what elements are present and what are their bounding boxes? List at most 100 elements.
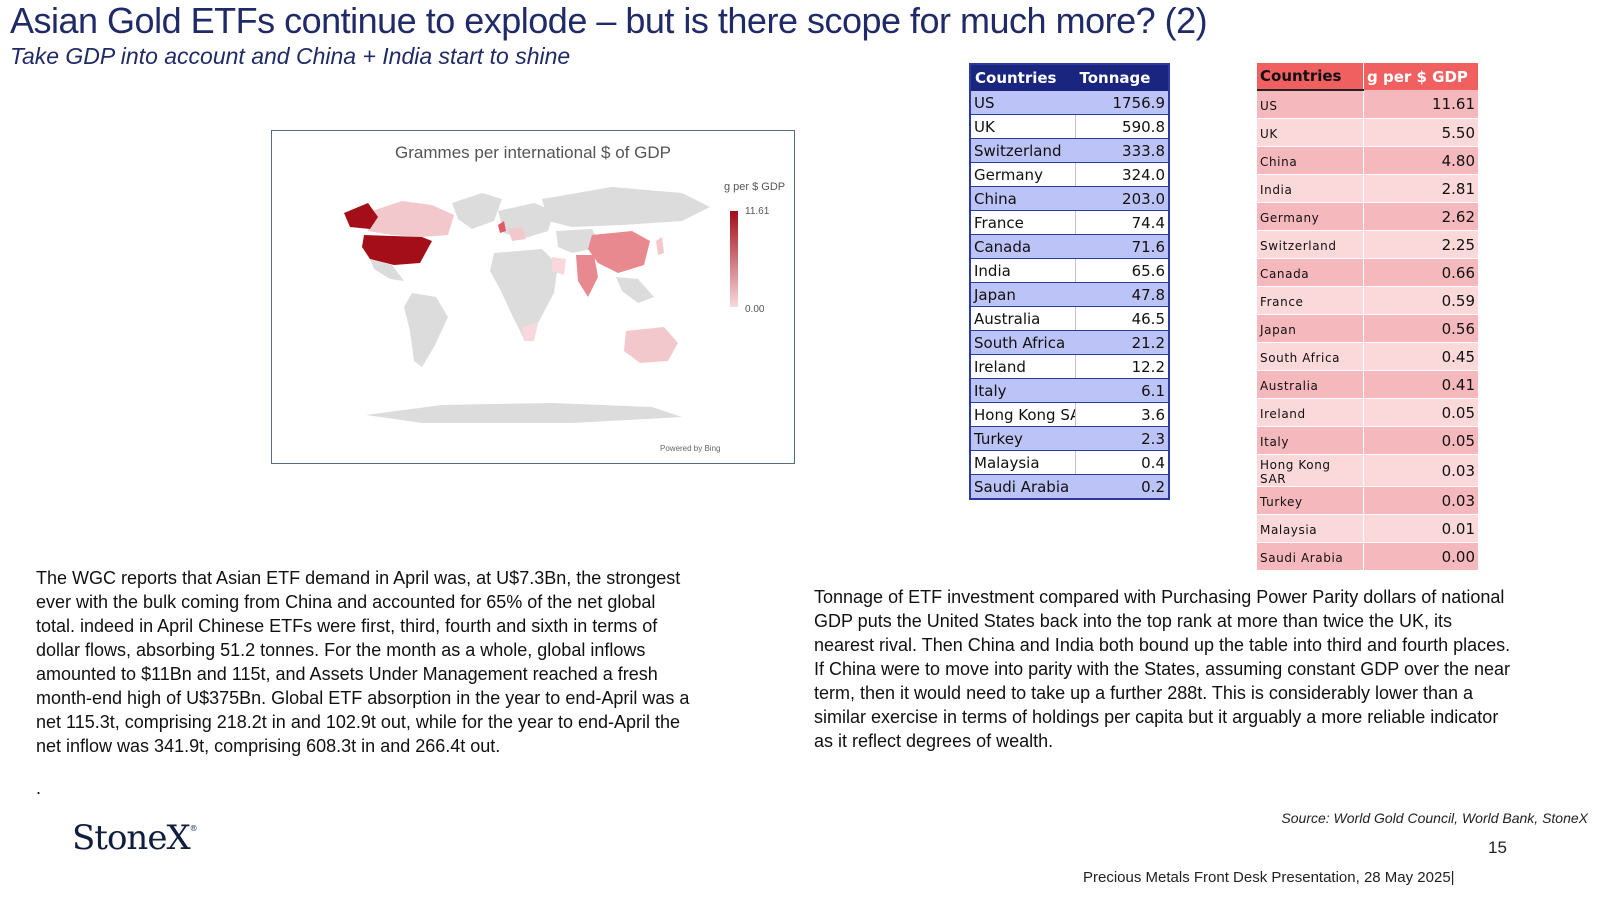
- stonex-logo-text: StoneX: [72, 818, 191, 858]
- map-country-japan: [656, 237, 664, 255]
- left-commentary: The WGC reports that Asian ETF demand in…: [36, 568, 690, 756]
- tonnage-table-value-cell: 71.6: [1075, 234, 1169, 259]
- tonnage-table-row: Germany 324.0: [970, 162, 1169, 187]
- map-land-mexico: [370, 259, 404, 281]
- tonnage-table-value-cell: 65.6: [1075, 258, 1169, 283]
- gdp-table-row: Saudi Arabia 0.00: [1257, 542, 1478, 571]
- map-land-africa: [490, 249, 558, 339]
- gdp-table-row: Canada 0.66: [1257, 258, 1478, 287]
- tonnage-table-country-cell: France: [970, 210, 1076, 235]
- tonnage-table-value-cell: 590.8: [1075, 114, 1169, 139]
- gdp-table-header-value: g per $ GDP: [1363, 63, 1478, 90]
- gdp-table-value-cell: 11.61: [1363, 90, 1478, 119]
- gdp-table-value-cell: 0.03: [1363, 486, 1478, 515]
- gdp-table-value-cell: 0.01: [1363, 514, 1478, 543]
- map-legend-min: 0.00: [745, 304, 765, 315]
- gdp-table-row: South Africa 0.45: [1257, 342, 1478, 371]
- gdp-table-value-cell: 0.45: [1363, 342, 1478, 371]
- page-number: 15: [1488, 838, 1507, 857]
- tonnage-table-country-cell: UK: [970, 114, 1076, 139]
- gdp-table-country-cell: Japan: [1257, 314, 1364, 343]
- map-country-saudi: [552, 257, 566, 275]
- slide-subtitle: Take GDP into account and China + India …: [10, 43, 571, 69]
- stonex-logo: StoneX®: [72, 818, 198, 858]
- map-land-southeast-asia: [616, 277, 654, 303]
- tonnage-table-row: Japan 47.8: [970, 282, 1169, 307]
- gdp-table-row: Germany 2.62: [1257, 202, 1478, 231]
- gdp-table-value-cell: 0.00: [1363, 542, 1478, 571]
- stonex-logo-mark: ®: [189, 824, 198, 833]
- gdp-table-value-cell: 0.41: [1363, 370, 1478, 399]
- tonnage-table-value-cell: 21.2: [1075, 330, 1169, 355]
- tonnage-table-row: Hong Kong SA 3.6: [970, 402, 1169, 427]
- tonnage-table-country-cell: South Africa: [970, 330, 1076, 355]
- map-country-us: [362, 235, 432, 265]
- presentation-footer: Precious Metals Front Desk Presentation,…: [1083, 869, 1455, 886]
- map-country-uk: [498, 221, 506, 233]
- gdp-table-country-cell: Canada: [1257, 258, 1364, 287]
- gdp-table-country-cell: UK: [1257, 118, 1364, 147]
- gdp-table-country-cell: US: [1257, 90, 1364, 119]
- tonnage-table-row: UK 590.8: [970, 114, 1169, 139]
- map-country-alaska: [344, 203, 378, 229]
- source-note: Source: World Gold Council, World Bank, …: [1281, 810, 1588, 826]
- tonnage-table-value-cell: 0.2: [1075, 474, 1169, 500]
- tonnage-table-row: Australia 46.5: [970, 306, 1169, 331]
- gdp-table-value-cell: 4.80: [1363, 146, 1478, 175]
- gdp-table-row: Japan 0.56: [1257, 314, 1478, 343]
- tonnage-table-row: China 203.0: [970, 186, 1169, 211]
- gdp-table-row: Turkey 0.03: [1257, 486, 1478, 515]
- tonnage-table-value-cell: 12.2: [1075, 354, 1169, 379]
- gdp-table-row: India 2.81: [1257, 174, 1478, 203]
- gdp-table-country-cell: Germany: [1257, 202, 1364, 231]
- gdp-table-country-cell: Malaysia: [1257, 514, 1364, 543]
- tonnage-table-row: US 1756.9: [970, 91, 1169, 115]
- gdp-table-row: China 4.80: [1257, 146, 1478, 175]
- tonnage-table-header-tonnage: Tonnage: [1075, 64, 1169, 91]
- gdp-table-value-cell: 0.03: [1363, 454, 1478, 487]
- tonnage-table-country-cell: Malaysia: [970, 450, 1076, 475]
- map-legend-title: g per $ GDP: [724, 181, 786, 193]
- gdp-table-country-cell: Ireland: [1257, 398, 1364, 427]
- map-title: Grammes per international $ of GDP: [395, 143, 671, 162]
- tonnage-table-value-cell: 3.6: [1075, 402, 1169, 427]
- tonnage-table-header-countries: Countries: [970, 64, 1076, 91]
- gdp-table-country-cell: Italy: [1257, 426, 1364, 455]
- tonnage-table-value-cell: 0.4: [1075, 450, 1169, 475]
- powered-by-bing: Powered by Bing: [660, 444, 721, 453]
- gdp-table-header-countries: Countries: [1257, 63, 1364, 91]
- gdp-table-value-cell: 5.50: [1363, 118, 1478, 147]
- tonnage-table-value-cell: 74.4: [1075, 210, 1169, 235]
- gdp-table-country-cell: India: [1257, 174, 1364, 203]
- tonnage-table-row: Malaysia 0.4: [970, 450, 1169, 475]
- gdp-table-row: US 11.61: [1257, 90, 1478, 119]
- left-commentary-trailing: .: [36, 778, 42, 798]
- gdp-table-country-cell: China: [1257, 146, 1364, 175]
- tonnage-table-row: Turkey 2.3: [970, 426, 1169, 451]
- map-land-greenland: [452, 193, 502, 229]
- gdp-table-value-cell: 0.05: [1363, 398, 1478, 427]
- tonnage-table-row: South Africa 21.2: [970, 330, 1169, 355]
- tonnage-table-value-cell: 47.8: [1075, 282, 1169, 307]
- tonnage-table-value-cell: 2.3: [1075, 426, 1169, 451]
- gdp-table-row: Malaysia 0.01: [1257, 514, 1478, 543]
- grams-per-gdp-table: Countries g per $ GDP US 11.61 UK 5.50 China…: [1257, 63, 1478, 571]
- map-country-canada: [368, 201, 454, 237]
- map-country-europe-mid: [508, 227, 526, 241]
- gdp-table-value-cell: 0.66: [1363, 258, 1478, 287]
- right-commentary: Tonnage of ETF investment compared with …: [814, 587, 1511, 751]
- gdp-table-row: UK 5.50: [1257, 118, 1478, 147]
- choropleth-map: Grammes per international $ of GDP g per…: [271, 130, 795, 464]
- gdp-table-value-cell: 0.59: [1363, 286, 1478, 315]
- tonnage-table-row: Saudi Arabia 0.2: [970, 474, 1169, 500]
- tonnage-table-country-cell: Italy: [970, 378, 1076, 403]
- tonnage-table-value-cell: 46.5: [1075, 306, 1169, 331]
- tonnage-table-country-cell: Japan: [970, 282, 1076, 307]
- tonnage-table-row: India 65.6: [970, 258, 1169, 283]
- map-land-antarctica: [366, 403, 682, 423]
- tonnage-table-country-cell: Ireland: [970, 354, 1076, 379]
- tonnage-table-value-cell: 203.0: [1075, 186, 1169, 211]
- tonnage-table-value-cell: 1756.9: [1075, 91, 1169, 115]
- gdp-table-row: Hong Kong SAR 0.03: [1257, 454, 1478, 487]
- gdp-table-value-cell: 0.05: [1363, 426, 1478, 455]
